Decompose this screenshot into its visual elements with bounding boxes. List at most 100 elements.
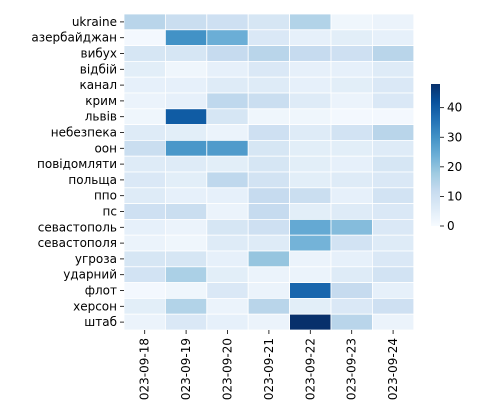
heatmap-cell <box>371 76 415 94</box>
heatmap-cell <box>289 266 332 283</box>
heatmap-cell <box>123 218 166 236</box>
heatmap-cell <box>164 61 208 78</box>
heatmap-cell <box>247 155 290 173</box>
heatmap-cell <box>247 45 290 62</box>
heatmap-cell <box>164 124 208 141</box>
heatmap-cell <box>206 282 249 299</box>
heatmap-cell <box>206 313 249 331</box>
heatmap-cell <box>330 171 373 189</box>
heatmap-cell <box>371 313 415 331</box>
heatmap-cell <box>247 250 290 268</box>
heatmap-cell <box>206 108 249 126</box>
heatmap-cell <box>247 171 290 189</box>
heatmap-cell <box>330 282 373 299</box>
heatmap-cell <box>164 29 208 46</box>
heatmap-cell <box>123 203 166 220</box>
heatmap-cell <box>289 297 332 315</box>
heatmap-cell <box>289 13 332 31</box>
x-tick-label: 2023-09-18 <box>138 338 152 400</box>
x-tick-labels: 2023-09-18 2023-09-19 2023-09-20 2023-09-21… <box>138 330 400 404</box>
heatmap-cell <box>164 108 208 126</box>
heatmap-cell <box>371 187 415 205</box>
heatmap-cell <box>247 61 290 78</box>
heatmap-cell <box>371 266 415 283</box>
heatmap-cell <box>206 218 249 236</box>
y-tick-label: штаб <box>84 315 117 329</box>
heatmap-cell <box>123 155 166 173</box>
y-tick-label: повідомляти <box>37 157 117 171</box>
heatmap-cell <box>164 139 208 157</box>
heatmap-cell <box>164 92 208 110</box>
y-tick-label: канал <box>80 78 117 92</box>
heatmap-cell <box>123 108 166 126</box>
heatmap-cell <box>206 45 249 62</box>
heatmap-cell <box>164 171 208 189</box>
heatmap-cell <box>164 155 208 173</box>
heatmap-cell <box>164 203 208 220</box>
heatmap-cell <box>123 13 166 31</box>
heatmap-cell <box>371 234 415 252</box>
heatmap-cell <box>123 234 166 252</box>
heatmap-cell <box>164 250 208 268</box>
heatmap-cell <box>371 92 415 110</box>
heatmap-cell <box>289 171 332 189</box>
heatmap-cell <box>206 76 249 94</box>
heatmap-cell <box>289 250 332 268</box>
heatmap-cell <box>123 124 166 141</box>
y-tick-label: небезпека <box>51 126 117 140</box>
heatmap-cell <box>164 13 208 31</box>
heatmap-cell <box>289 139 332 157</box>
heatmap-cell <box>371 29 415 46</box>
y-tick-label: львів <box>85 110 117 124</box>
heatmap-cell <box>289 45 332 62</box>
heatmap-cell <box>371 250 415 268</box>
y-tick-label: флот <box>85 284 117 298</box>
heatmap-cell <box>330 313 373 331</box>
heatmap-cell <box>330 139 373 157</box>
heatmap-cell <box>206 187 249 205</box>
heatmap-cell <box>247 203 290 220</box>
colorbar-tick-label: 0 <box>447 219 455 233</box>
y-tick-label: польща <box>68 173 117 187</box>
heatmap-cell <box>123 171 166 189</box>
heatmap-cell <box>206 297 249 315</box>
y-tick-label: азербайджан <box>31 31 117 45</box>
heatmap-cell <box>164 187 208 205</box>
heatmap-cell <box>206 155 249 173</box>
heatmap-cell <box>206 171 249 189</box>
heatmap-cell <box>247 282 290 299</box>
heatmap-cell <box>206 266 249 283</box>
y-tick-label: угроза <box>75 252 117 266</box>
x-tick-label: 2023-09-22 <box>303 338 317 400</box>
x-tick-label: 2023-09-19 <box>179 338 193 400</box>
heatmap-cell <box>330 218 373 236</box>
heatmap-cell <box>289 124 332 141</box>
heatmap-cell <box>371 282 415 299</box>
heatmap-cell <box>123 313 166 331</box>
heatmap-cell <box>330 187 373 205</box>
heatmap-cell <box>371 297 415 315</box>
heatmap-cell <box>164 234 208 252</box>
heatmap-cell <box>247 313 290 331</box>
heatmap-cell <box>371 108 415 126</box>
heatmap-cell <box>289 108 332 126</box>
heatmap-cell <box>289 282 332 299</box>
heatmap-cell <box>330 29 373 46</box>
heatmap-cell <box>164 266 208 283</box>
y-tick-label: оон <box>94 141 117 155</box>
heatmap-cell <box>206 203 249 220</box>
heatmap-cell <box>164 282 208 299</box>
heatmap-cell <box>330 124 373 141</box>
y-tick-label: відбій <box>80 62 117 76</box>
heatmap-cell <box>247 108 290 126</box>
heatmap-cell <box>123 282 166 299</box>
heatmap-cell <box>206 124 249 141</box>
heatmap-cell <box>164 76 208 94</box>
heatmap-cell <box>247 13 290 31</box>
heatmap-cell <box>289 61 332 78</box>
heatmap-cell <box>247 29 290 46</box>
heatmap-cell <box>330 92 373 110</box>
